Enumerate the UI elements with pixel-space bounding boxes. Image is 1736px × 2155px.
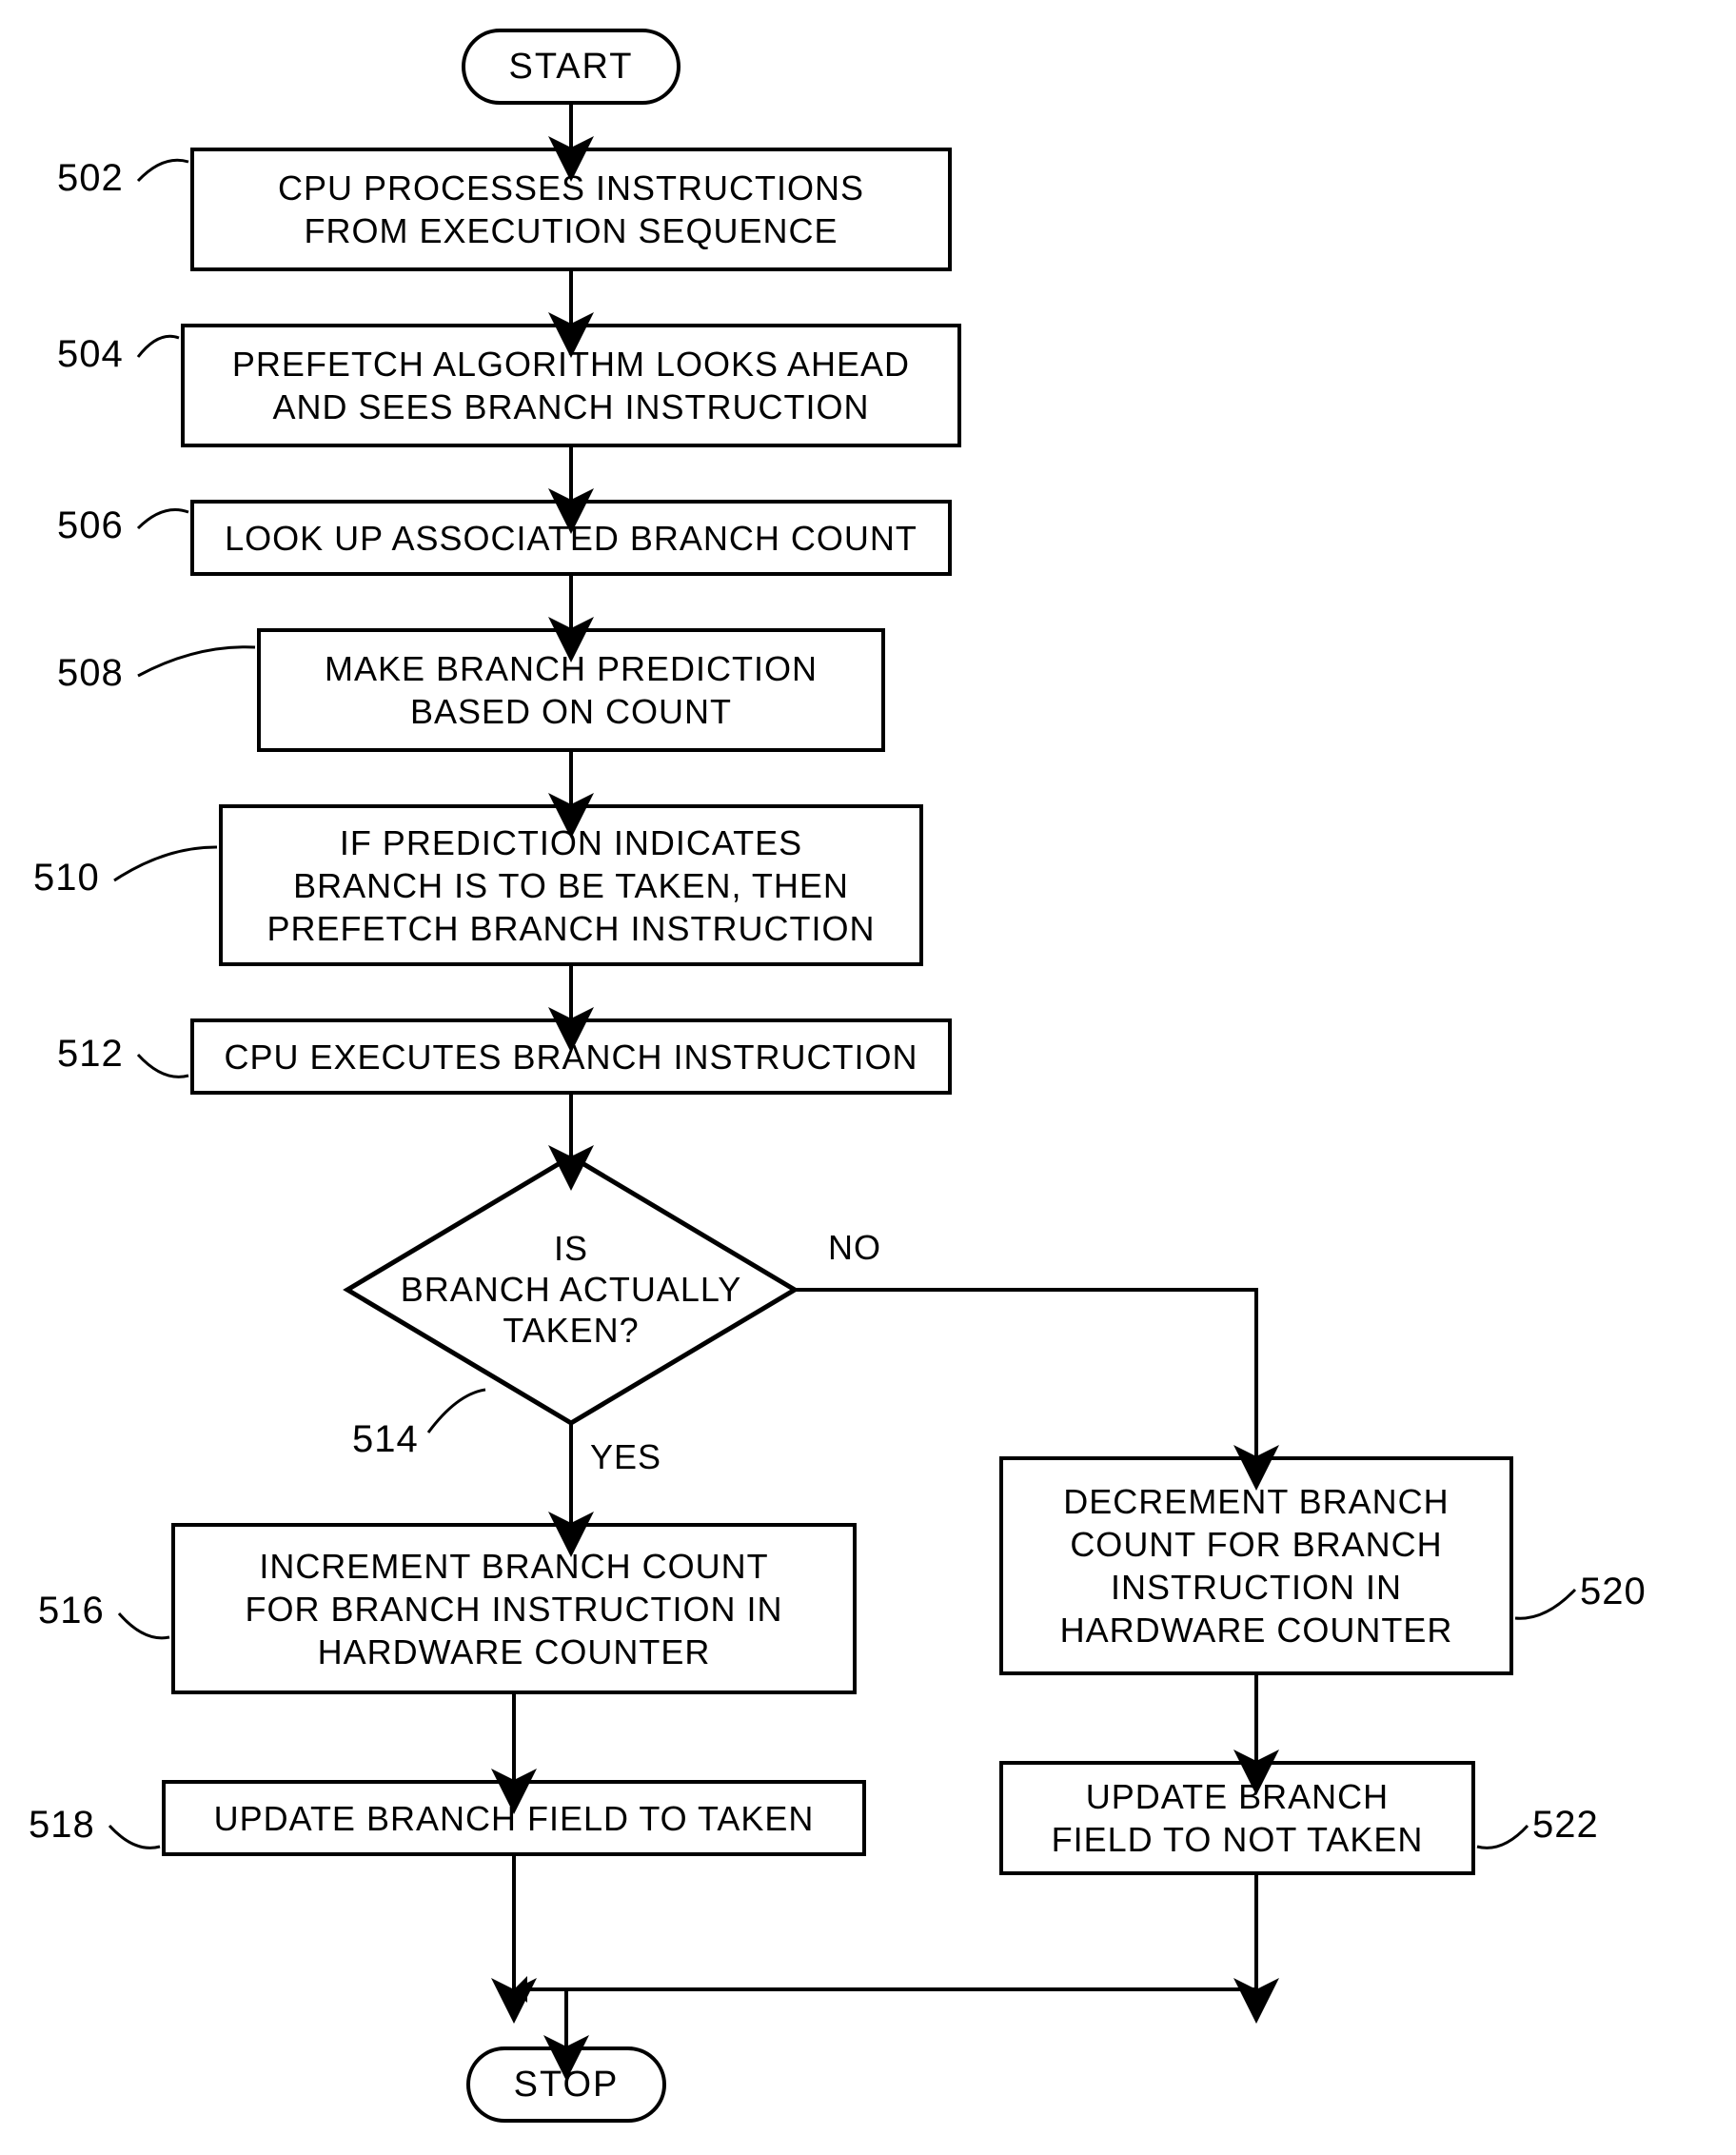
start-terminator: START <box>462 29 681 105</box>
node-504-text: PREFETCH ALGORITHM LOOKS AHEADAND SEES B… <box>232 343 910 428</box>
node-520-text: DECREMENT BRANCHCOUNT FOR BRANCHINSTRUCT… <box>1060 1480 1453 1651</box>
node-516: INCREMENT BRANCH COUNTFOR BRANCH INSTRUC… <box>171 1523 857 1694</box>
node-502-text: CPU PROCESSES INSTRUCTIONSFROM EXECUTION… <box>278 167 864 252</box>
ref-508: 508 <box>57 652 124 695</box>
ref-520: 520 <box>1580 1571 1647 1613</box>
stop-terminator: STOP <box>466 2046 666 2123</box>
stop-label: STOP <box>514 2065 620 2106</box>
ref-518: 518 <box>29 1804 95 1847</box>
node-512: CPU EXECUTES BRANCH INSTRUCTION <box>190 1018 952 1095</box>
edge-label-no: NO <box>828 1228 881 1268</box>
ref-510: 510 <box>33 857 100 900</box>
ref-502: 502 <box>57 157 124 200</box>
node-510: IF PREDICTION INDICATESBRANCH IS TO BE T… <box>219 804 923 966</box>
edge-label-yes: YES <box>590 1437 661 1477</box>
node-520: DECREMENT BRANCHCOUNT FOR BRANCHINSTRUCT… <box>999 1456 1513 1675</box>
node-510-text: IF PREDICTION INDICATESBRANCH IS TO BE T… <box>266 821 875 950</box>
node-506: LOOK UP ASSOCIATED BRANCH COUNT <box>190 500 952 576</box>
node-508: MAKE BRANCH PREDICTIONBASED ON COUNT <box>257 628 885 752</box>
node-506-text: LOOK UP ASSOCIATED BRANCH COUNT <box>225 517 917 560</box>
node-508-text: MAKE BRANCH PREDICTIONBASED ON COUNT <box>325 647 818 733</box>
ref-522: 522 <box>1532 1804 1599 1847</box>
ref-512: 512 <box>57 1033 124 1076</box>
ref-506: 506 <box>57 504 124 547</box>
node-512-text: CPU EXECUTES BRANCH INSTRUCTION <box>224 1036 917 1078</box>
decision-514-text: ISBRANCH ACTUALLYTAKEN? <box>347 1228 795 1352</box>
decision-514: ISBRANCH ACTUALLYTAKEN? <box>347 1157 795 1423</box>
node-504: PREFETCH ALGORITHM LOOKS AHEADAND SEES B… <box>181 324 961 447</box>
node-502: CPU PROCESSES INSTRUCTIONSFROM EXECUTION… <box>190 148 952 271</box>
node-522: UPDATE BRANCHFIELD TO NOT TAKEN <box>999 1761 1475 1875</box>
ref-514: 514 <box>352 1418 419 1461</box>
node-522-text: UPDATE BRANCHFIELD TO NOT TAKEN <box>1052 1775 1424 1861</box>
node-518: UPDATE BRANCH FIELD TO TAKEN <box>162 1780 866 1856</box>
start-label: START <box>508 47 633 88</box>
ref-504: 504 <box>57 333 124 376</box>
node-518-text: UPDATE BRANCH FIELD TO TAKEN <box>214 1797 815 1840</box>
ref-516: 516 <box>38 1590 105 1632</box>
node-516-text: INCREMENT BRANCH COUNTFOR BRANCH INSTRUC… <box>246 1545 783 1673</box>
